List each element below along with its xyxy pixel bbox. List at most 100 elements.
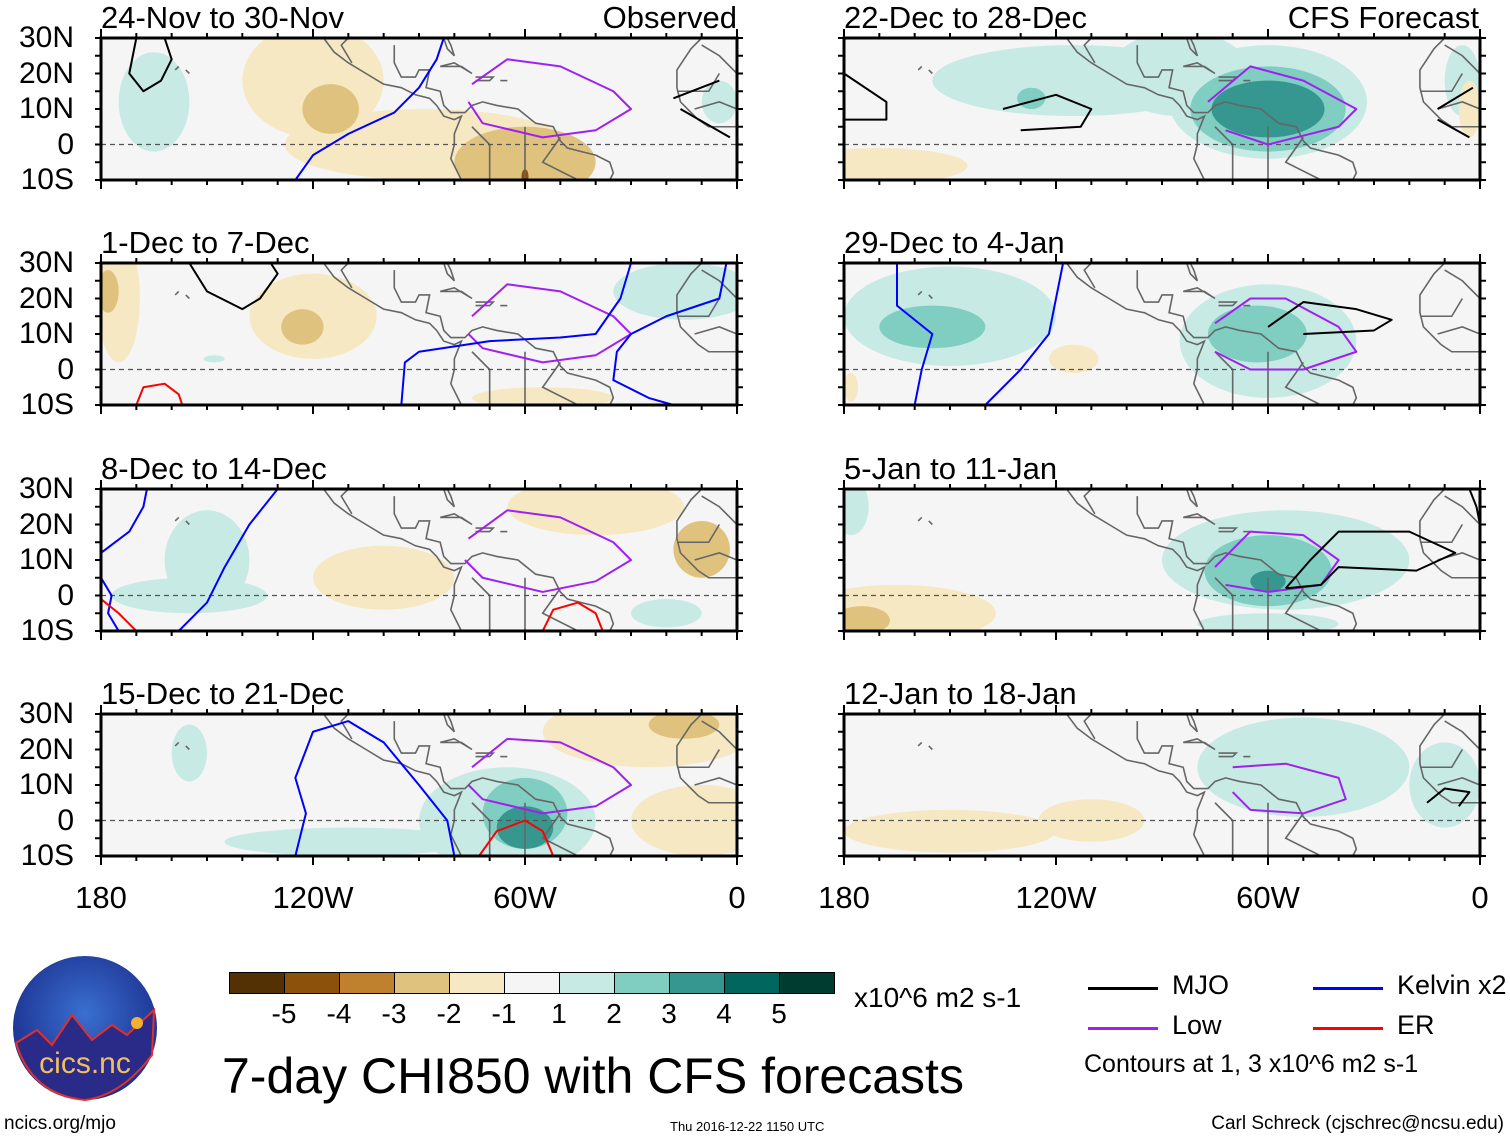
coastline bbox=[1183, 61, 1216, 75]
map-panel bbox=[838, 705, 1486, 865]
coastline bbox=[1437, 326, 1480, 335]
coastline bbox=[541, 812, 579, 856]
coastline bbox=[1183, 512, 1216, 526]
coastline bbox=[928, 294, 933, 300]
kelvin-contour bbox=[101, 577, 120, 631]
clipped bbox=[844, 714, 1480, 856]
coastline bbox=[1284, 812, 1322, 856]
clipped bbox=[101, 263, 737, 405]
mjo-contour bbox=[1437, 86, 1474, 110]
coastline bbox=[1419, 489, 1480, 579]
coastline bbox=[442, 38, 456, 57]
coastline bbox=[475, 752, 496, 758]
coastline bbox=[1083, 263, 1096, 289]
coastline bbox=[185, 69, 190, 75]
legend-note: Contours at 1, 3 x10^6 m2 s-1 bbox=[1084, 1050, 1419, 1078]
colorbar-swatch bbox=[504, 972, 560, 994]
coastline bbox=[676, 749, 721, 769]
anomaly-shading bbox=[171, 724, 207, 782]
colorbar-swatch bbox=[284, 972, 340, 994]
low-contour bbox=[467, 58, 632, 139]
footer-timestamp: Thu 2016-12-22 1150 UTC bbox=[670, 1119, 825, 1134]
coastline bbox=[442, 489, 456, 508]
anomaly-shading bbox=[281, 309, 324, 345]
coastline bbox=[442, 714, 456, 733]
panel-title: 1-Dec to 7-Dec bbox=[101, 225, 310, 260]
colorbar-swatch bbox=[614, 972, 670, 994]
coastline bbox=[1083, 714, 1096, 740]
coastline bbox=[917, 516, 923, 522]
anomaly-shading bbox=[101, 270, 119, 313]
lat-label: 20N bbox=[18, 281, 74, 315]
coastline bbox=[1444, 44, 1480, 75]
panel-content bbox=[838, 705, 1486, 865]
panel-content bbox=[838, 29, 1486, 189]
panel-content bbox=[95, 705, 743, 865]
lat-label: 30N bbox=[18, 697, 74, 730]
colorbar-label: 5 bbox=[771, 998, 787, 1029]
er-contour bbox=[478, 819, 555, 856]
lat-label: 0 bbox=[57, 127, 74, 161]
coastline bbox=[174, 65, 180, 71]
colorbar-label: 3 bbox=[661, 998, 677, 1029]
lat-label: 30N bbox=[18, 21, 74, 54]
mjo-contour bbox=[1437, 118, 1470, 139]
er-contour bbox=[101, 598, 138, 631]
coastline bbox=[393, 270, 615, 405]
legend-label: Low bbox=[1172, 1010, 1222, 1040]
coastline bbox=[701, 269, 737, 300]
coastline bbox=[440, 512, 473, 526]
coastline bbox=[322, 714, 463, 856]
coastline bbox=[1136, 721, 1358, 856]
kelvin-contour bbox=[294, 720, 456, 856]
mjo-contour bbox=[679, 108, 731, 139]
coastline bbox=[676, 298, 721, 318]
er-contour bbox=[541, 601, 604, 631]
coastline bbox=[1136, 45, 1358, 180]
coastline bbox=[1185, 263, 1199, 282]
coastline bbox=[701, 44, 737, 75]
lat-label: 30N bbox=[18, 472, 74, 505]
lat-label: 10S bbox=[20, 388, 74, 421]
anomaly-shading bbox=[844, 584, 996, 631]
anomaly-shading bbox=[648, 714, 720, 739]
coastline bbox=[928, 69, 933, 75]
anomaly-shading bbox=[613, 263, 737, 320]
kelvin-contour bbox=[612, 263, 728, 405]
anomaly-shading bbox=[844, 489, 869, 536]
coastline bbox=[174, 290, 180, 296]
coastline bbox=[340, 489, 353, 515]
forecast-label: CFS Forecast bbox=[1287, 0, 1479, 35]
coastline bbox=[917, 741, 923, 747]
coastline bbox=[185, 745, 190, 751]
panel-content bbox=[95, 480, 743, 640]
lat-label: 10S bbox=[20, 163, 74, 196]
colorbar-swatch bbox=[229, 972, 285, 994]
mjo-contour bbox=[1284, 530, 1457, 590]
coastline bbox=[1185, 38, 1199, 57]
colorbar-units: x10^6 m2 s-1 bbox=[854, 982, 1022, 1013]
lat-label: 10N bbox=[18, 543, 74, 576]
map-panel bbox=[95, 480, 743, 640]
map-panel bbox=[95, 705, 743, 865]
clipped bbox=[844, 263, 1480, 405]
colorbar-swatch bbox=[724, 972, 780, 994]
colorbar-label: 4 bbox=[716, 998, 732, 1029]
anomaly-shading bbox=[844, 606, 890, 631]
kelvin-contour bbox=[896, 263, 934, 405]
clipped bbox=[101, 714, 737, 856]
mjo-contour bbox=[1426, 787, 1471, 807]
anomaly-shading bbox=[472, 387, 614, 405]
coastline bbox=[393, 45, 615, 180]
colorbar-swatch bbox=[779, 972, 835, 994]
footer-url[interactable]: ncics.org/mjo bbox=[4, 1113, 116, 1134]
coastline bbox=[475, 76, 496, 82]
anomaly-shading bbox=[313, 545, 455, 610]
mjo-contour bbox=[188, 263, 279, 311]
coastline bbox=[1083, 38, 1096, 64]
coastline bbox=[1437, 777, 1480, 786]
panel-content bbox=[838, 254, 1486, 414]
coastline bbox=[393, 496, 615, 631]
anomaly-shading bbox=[1458, 80, 1480, 138]
observed-label: Observed bbox=[602, 0, 737, 35]
